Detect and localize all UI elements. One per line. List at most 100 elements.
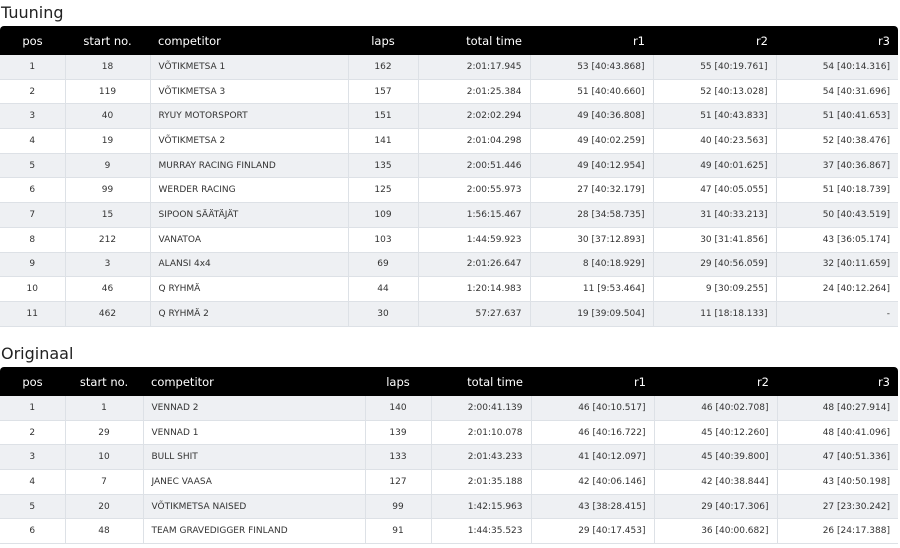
cell-competitor: JANEC VAASA <box>143 469 366 495</box>
col-header-start-no[interactable]: start no. <box>83 33 132 48</box>
cell-competitor: TEAM GRAVEDIGGER FINLAND <box>143 518 366 545</box>
cell-r1: 27 [40:32.179] <box>530 177 654 204</box>
cell-r2: 31 [40:33.213] <box>653 202 777 228</box>
table-row: 6 48 TEAM GRAVEDIGGER FINLAND 91 1:44:35.523… <box>0 518 898 545</box>
cell-r3: 27 [23:30.242] <box>777 494 898 520</box>
cell-laps: 151 <box>348 103 419 130</box>
col-header-r1[interactable]: r1 <box>633 374 646 389</box>
cell-r1: 11 [9:53.464] <box>530 276 654 302</box>
col-header-r2[interactable]: r2 <box>755 33 768 48</box>
cell-laps: 103 <box>348 227 419 253</box>
cell-r3: 54 [40:14.316] <box>776 55 898 80</box>
table-row: 5 20 VÕTIKMETSA NAISED 99 1:42:15.963 43 [38:… <box>0 494 898 520</box>
cell-r1: 49 [40:12.954] <box>530 153 654 179</box>
cell-r1: 49 [40:36.808] <box>530 103 654 130</box>
cell-r2: 52 [40:13.028] <box>653 79 777 105</box>
col-header-start-no[interactable]: start no. <box>79 374 129 389</box>
cell-r3: 26 [24:17.388] <box>777 518 898 545</box>
cell-pos: 6 <box>0 518 66 545</box>
cell-start-no: 20 <box>65 494 144 520</box>
cell-competitor: RYUY MOTORSPORT <box>150 103 349 130</box>
cell-total-time: 2:01:10.078 <box>431 420 532 446</box>
cell-start-no: 7 <box>65 469 144 495</box>
table-row: 10 46 Q RYHMÄ 44 1:20:14.983 11 [9:53.464] 9 [… <box>0 276 898 302</box>
cell-competitor: VÕTIKMETSA 1 <box>150 55 349 80</box>
table-row: 3 10 BULL SHIT 133 2:01:43.233 41 [40:12.097]… <box>0 444 898 471</box>
cell-pos: 4 <box>0 469 66 495</box>
cell-pos: 2 <box>0 79 66 105</box>
cell-total-time: 2:01:26.647 <box>418 252 531 278</box>
col-header-pos[interactable]: pos <box>22 374 43 389</box>
cell-r3: 54 [40:31.696] <box>776 79 898 105</box>
cell-laps: 141 <box>348 128 419 154</box>
col-header-r2[interactable]: r2 <box>756 374 769 389</box>
cell-r3: 32 [40:11.659] <box>776 252 898 278</box>
cell-start-no: 99 <box>65 177 151 204</box>
cell-pos: 6 <box>0 177 66 204</box>
cell-total-time: 2:02:02.294 <box>418 103 531 130</box>
results-table: pos start no. competitor laps total time… <box>0 367 898 545</box>
cell-r1: 29 [40:17.453] <box>531 518 655 545</box>
col-header-laps[interactable]: laps <box>371 33 395 48</box>
cell-pos: 1 <box>0 55 66 80</box>
cell-laps: 44 <box>348 276 419 302</box>
cell-r3: 24 [40:12.264] <box>776 276 898 302</box>
col-header-r3[interactable]: r3 <box>877 33 890 48</box>
cell-laps: 30 <box>348 301 419 327</box>
cell-r2: 49 [40:01.625] <box>653 153 777 179</box>
cell-total-time: 57:27.637 <box>418 301 531 327</box>
table-row: 2 29 VENNAD 1 139 2:01:10.078 46 [40:16.722] 4… <box>0 420 898 446</box>
col-header-competitor[interactable]: competitor <box>158 33 221 48</box>
section-title: Originaal <box>1 344 74 363</box>
cell-pos: 8 <box>0 227 66 253</box>
col-header-r1[interactable]: r1 <box>632 33 645 48</box>
cell-r3: 48 [40:27.914] <box>777 396 898 421</box>
cell-total-time: 1:56:15.467 <box>418 202 531 228</box>
cell-laps: 139 <box>365 420 432 446</box>
cell-r3: 51 [40:41.653] <box>776 103 898 130</box>
cell-competitor: VENNAD 2 <box>143 396 366 421</box>
cell-competitor: VÕTIKMETSA 3 <box>150 79 349 105</box>
table-row: 9 3 ALANSI 4x4 69 2:01:26.647 8 [40:18.929] 29… <box>0 252 898 278</box>
cell-r3: 51 [40:18.739] <box>776 177 898 204</box>
cell-pos: 5 <box>0 153 66 179</box>
cell-total-time: 2:01:43.233 <box>431 444 532 471</box>
col-header-r3[interactable]: r3 <box>877 374 890 389</box>
cell-start-no: 10 <box>65 444 144 471</box>
col-header-laps[interactable]: laps <box>386 374 410 389</box>
col-header-pos[interactable]: pos <box>22 33 43 48</box>
cell-r1: 43 [38:28.415] <box>531 494 655 520</box>
cell-r2: 30 [31:41.856] <box>653 227 777 253</box>
col-header-total-time[interactable]: total time <box>466 33 522 48</box>
cell-r2: 40 [40:23.563] <box>653 128 777 154</box>
cell-r1: 42 [40:06.146] <box>531 469 655 495</box>
col-header-competitor[interactable]: competitor <box>151 374 214 389</box>
cell-pos: 10 <box>0 276 66 302</box>
table-row: 2 119 VÕTIKMETSA 3 157 2:01:25.384 51 [40:40.… <box>0 79 898 105</box>
cell-start-no: 3 <box>65 252 151 278</box>
cell-competitor: VENNAD 1 <box>143 420 366 446</box>
cell-start-no: 48 <box>65 518 144 545</box>
cell-competitor: BULL SHIT <box>143 444 366 471</box>
cell-competitor: ALANSI 4x4 <box>150 252 349 278</box>
originaal-section: Originaal pos start no. competitor laps … <box>0 341 900 545</box>
cell-competitor: Q RYHMÄ 2 <box>150 301 349 327</box>
cell-start-no: 462 <box>65 301 151 327</box>
cell-laps: 162 <box>348 55 419 80</box>
table-row: 4 19 VÕTIKMETSA 2 141 2:01:04.298 49 [40:02.2… <box>0 128 898 154</box>
table-row: 1 1 VENNAD 2 140 2:00:41.139 46 [40:10.517] 46… <box>0 396 898 421</box>
col-header-total-time[interactable]: total time <box>467 374 523 389</box>
cell-r2: 51 [40:43.833] <box>653 103 777 130</box>
cell-start-no: 46 <box>65 276 151 302</box>
cell-start-no: 1 <box>65 396 144 421</box>
cell-competitor: SIPOON SÄÄTÄJÄT <box>150 202 349 228</box>
cell-start-no: 119 <box>65 79 151 105</box>
table-row: 11 462 Q RYHMÄ 2 30 57:27.637 19 [39:09.504] 1… <box>0 301 898 327</box>
cell-pos: 3 <box>0 444 66 471</box>
cell-r1: 46 [40:10.517] <box>531 396 655 421</box>
cell-start-no: 18 <box>65 55 151 80</box>
cell-r2: 9 [30:09.255] <box>653 276 777 302</box>
cell-r1: 46 [40:16.722] <box>531 420 655 446</box>
cell-r3: 43 [36:05.174] <box>776 227 898 253</box>
cell-pos: 11 <box>0 301 66 327</box>
